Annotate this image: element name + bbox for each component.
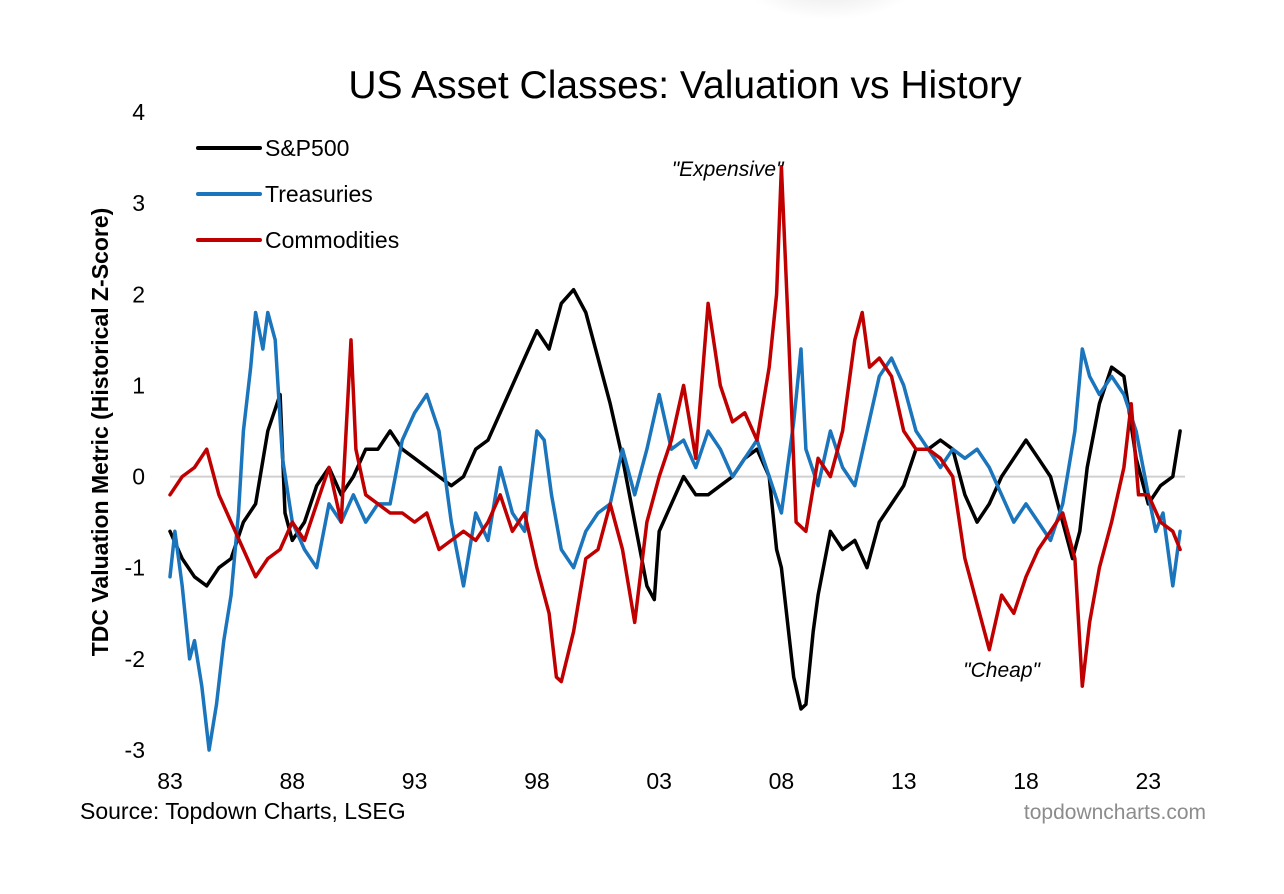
x-tick-label: 03	[646, 768, 672, 794]
series-lines	[168, 164, 1182, 752]
annotation-label: "Expensive"	[672, 158, 785, 181]
series-line-commodities	[168, 164, 1182, 688]
y-tick-label: 0	[132, 464, 145, 490]
y-tick-label: 2	[132, 281, 145, 307]
x-tick-label: 88	[279, 768, 305, 794]
annotation-label: "Cheap"	[963, 659, 1041, 682]
source-note: Source: Topdown Charts, LSEG	[80, 798, 406, 824]
series-line-treasuries	[168, 310, 1182, 752]
y-tick-label: -3	[125, 737, 145, 763]
x-tick-label: 08	[769, 768, 795, 794]
series-line-s-p500	[168, 287, 1182, 711]
legend-label: Commodities	[265, 227, 399, 253]
legend-label: S&P500	[265, 135, 349, 161]
y-tick-label: -2	[125, 646, 145, 672]
y-axis-label: TDC Valuation Metric (Historical Z-Score…	[87, 208, 113, 657]
x-tick-label: 13	[891, 768, 917, 794]
legend: S&P500 Treasuries Commodities	[196, 135, 399, 253]
x-tick-label: 93	[402, 768, 428, 794]
website-credit: topdowncharts.com	[1024, 801, 1206, 824]
x-tick-label: 83	[157, 768, 183, 794]
annotations: "Expensive" "Cheap"	[672, 158, 1042, 682]
chart-title: US Asset Classes: Valuation vs History	[348, 64, 1022, 107]
legend-label: Treasuries	[265, 181, 373, 207]
y-tick-label: 3	[132, 190, 145, 216]
y-tick-label: -1	[125, 555, 145, 581]
x-tick-label: 18	[1013, 768, 1039, 794]
y-tick-label: 1	[132, 372, 145, 398]
x-tick-label: 98	[524, 768, 550, 794]
x-tick-label: 23	[1136, 768, 1162, 794]
y-tick-label: 4	[132, 99, 145, 125]
